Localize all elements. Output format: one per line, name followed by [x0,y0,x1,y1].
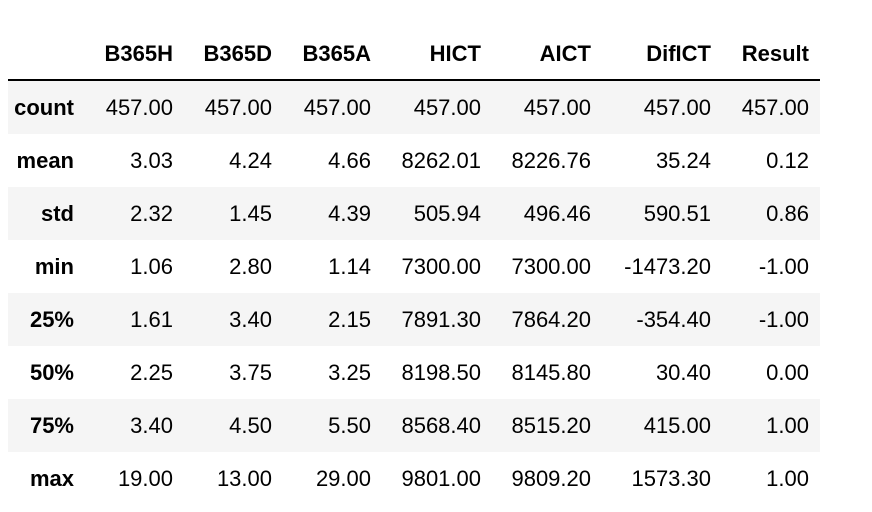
table-cell: 2.25 [130,359,173,385]
row-label: 25% [29,306,74,332]
table-cell: 30.40 [655,359,711,385]
table-cell: 415.00 [643,412,711,438]
table-row: std 2.32 1.45 4.39 505.94 496.46 590.51 0.86 [8,187,820,240]
table-cell: 3.25 [328,359,371,385]
row-label: 75% [29,412,74,438]
table-cell: 457.00 [741,94,809,120]
table-cell: -1473.20 [624,253,711,279]
table-cell: 457.00 [413,94,481,120]
table-cell: -354.40 [636,306,711,332]
table-cell: 29.00 [315,465,371,491]
table-cell: 1.45 [229,200,272,226]
table-cell: 1.00 [766,412,809,438]
table-row: count 457.00 457.00 457.00 457.00 457.00 457.0… [8,80,820,134]
column-header-hict: HICT [382,28,492,81]
table-cell: -1.00 [758,306,809,332]
table-cell: 13.00 [216,465,272,491]
table-cell: 8145.80 [511,359,591,385]
table-cell: 4.50 [229,412,272,438]
row-label: mean [16,147,74,173]
table-cell: 1.00 [766,465,809,491]
table-cell: 7891.30 [401,306,481,332]
table-cell: 4.39 [328,200,371,226]
table-cell: 8515.20 [511,412,591,438]
table-row: 50% 2.25 3.75 3.25 8198.50 8145.80 30.40 0.00 [8,346,820,399]
table-cell: 3.03 [130,147,173,173]
table-cell: 1.61 [130,306,173,332]
table-cell: 590.51 [643,200,711,226]
table-cell: 7864.20 [511,306,591,332]
table-cell: 3.75 [229,359,272,385]
table-cell: 496.46 [523,200,591,226]
column-header-result: Result [722,28,820,81]
table-cell: 0.86 [766,200,809,226]
table-cell: 4.24 [229,147,272,173]
table-row: max 19.00 13.00 29.00 9801.00 9809.20 1573.30 1… [8,452,820,505]
column-header-b365a: B365A [283,28,382,81]
table-cell: 457.00 [303,94,371,120]
table-cell: 457.00 [643,94,711,120]
column-header-b365d: B365D [184,28,283,81]
index-header [8,28,85,81]
table-cell: 2.15 [328,306,371,332]
row-label: max [29,465,74,491]
table-cell: 7300.00 [401,253,481,279]
table-cell: 8262.01 [401,147,481,173]
table-cell: 35.24 [655,147,711,173]
table-cell: 457.00 [204,94,272,120]
column-header-b365h: B365H [85,28,184,81]
table-body: count 457.00 457.00 457.00 457.00 457.00 457.0… [8,80,820,505]
table-cell: 8198.50 [401,359,481,385]
table-row: mean 3.03 4.24 4.66 8262.01 8226.76 35.24 0.12 [8,134,820,187]
describe-table: B365H B365D B365A HICT AICT DifICT Resul… [8,28,820,505]
table-cell: 1.06 [130,253,173,279]
table-cell: 2.80 [229,253,272,279]
row-label: 50% [29,359,74,385]
table-cell: 8568.40 [401,412,481,438]
table-row: 25% 1.61 3.40 2.15 7891.30 7864.20 -354.40 -1.0… [8,293,820,346]
table-cell: 3.40 [130,412,173,438]
table-row: 75% 3.40 4.50 5.50 8568.40 8515.20 415.00 1.00 [8,399,820,452]
table-cell: 1.14 [328,253,371,279]
table-cell: 9801.00 [401,465,481,491]
row-label: std [41,200,74,226]
table-cell: 0.12 [766,147,809,173]
table-row: min 1.06 2.80 1.14 7300.00 7300.00 -1473.20 -1.… [8,240,820,293]
header-row: B365H B365D B365A HICT AICT DifICT Resul… [8,28,820,81]
table-cell: 457.00 [105,94,173,120]
table-cell: 2.32 [130,200,173,226]
table-cell: 3.40 [229,306,272,332]
table-cell: 19.00 [117,465,173,491]
row-label: min [34,253,74,279]
column-header-aict: AICT [492,28,602,81]
table-cell: 1573.30 [631,465,711,491]
table-cell: 505.94 [413,200,481,226]
table-cell: 8226.76 [511,147,591,173]
table-cell: 9809.20 [511,465,591,491]
table-cell: 7300.00 [511,253,591,279]
table-cell: 5.50 [328,412,371,438]
table-cell: 4.66 [328,147,371,173]
row-label: count [14,94,74,120]
table-cell: -1.00 [758,253,809,279]
column-header-difict: DifICT [602,28,722,81]
table-cell: 0.00 [766,359,809,385]
table-cell: 457.00 [523,94,591,120]
